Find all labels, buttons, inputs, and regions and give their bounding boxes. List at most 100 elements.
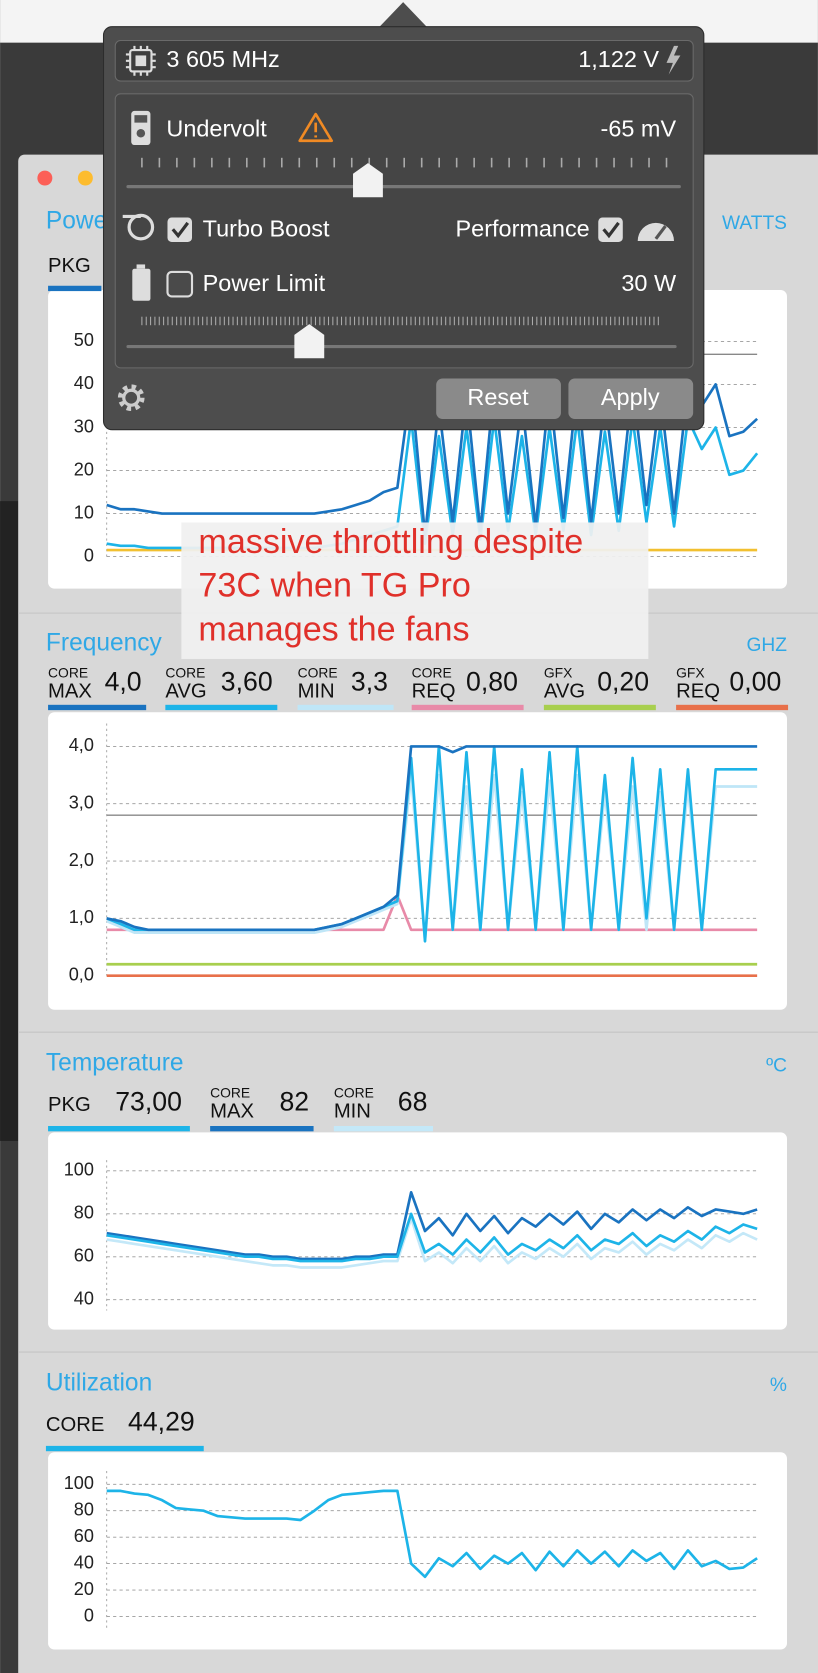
y-tick-label: 50 [74, 330, 94, 350]
readout-underline [333, 1125, 433, 1132]
y-tick-label: 20 [74, 1579, 94, 1599]
meter-screen [134, 115, 148, 123]
y-tick-label: 60 [74, 1526, 94, 1546]
y-tick-label: 80 [74, 1203, 94, 1223]
undervolt-slider[interactable] [353, 163, 383, 198]
gauge-icon [637, 222, 674, 241]
close-button[interactable] [37, 170, 53, 186]
readout-label-top: CORE [165, 665, 205, 681]
turbo-label: Turbo Boost [203, 216, 330, 242]
power-limit-value: 30 W [621, 270, 677, 296]
y-tick-label: 2,0 [69, 850, 94, 870]
performance-label: Performance [456, 216, 590, 242]
y-tick-label: 80 [74, 1499, 94, 1519]
minimize-button[interactable] [77, 170, 93, 186]
readout-underline [165, 704, 278, 711]
power-limit-label: Power Limit [203, 270, 326, 296]
gauge-needle [654, 225, 667, 240]
readout-underline [48, 1125, 190, 1132]
panel-unit: GHZ [746, 635, 787, 656]
readout-label-top: CORE [298, 665, 338, 681]
gear-ring [122, 388, 141, 407]
panel-unit: WATTS [722, 213, 787, 234]
readout-value: 0,00 [729, 667, 781, 697]
readout-underline [45, 1445, 204, 1452]
panel-title: Temperature [46, 1050, 184, 1077]
y-tick-label: 0,0 [69, 964, 94, 984]
readout-label: CORE [46, 1414, 105, 1436]
settings-frame [114, 93, 694, 369]
readout-underline [411, 704, 524, 711]
background-image [0, 501, 19, 1141]
y-tick-label: 60 [74, 1246, 94, 1266]
readout-label-bottom: MIN [334, 1100, 371, 1122]
annotation-box [181, 522, 649, 659]
readout-underline [543, 704, 656, 711]
readout-label-top: CORE [48, 665, 88, 681]
popover-arrow [378, 2, 428, 28]
y-tick-label: 0 [84, 1605, 94, 1625]
readout-label-top: CORE [210, 1085, 250, 1101]
battery-tip [136, 264, 146, 269]
cpu-pins [125, 45, 156, 76]
readout-label-top: CORE [334, 1085, 374, 1101]
readout-label-bottom: MIN [298, 680, 335, 702]
readout-label-bottom: AVG [165, 680, 206, 702]
y-tick-label: 40 [74, 1552, 94, 1572]
turbo-icon [122, 213, 155, 241]
y-tick-label: 40 [74, 373, 94, 393]
frequency: 3 605 MHz [166, 46, 279, 72]
slider-ticks [141, 157, 668, 168]
y-tick-label: 4,0 [69, 735, 94, 755]
readout-label-top: CORE [412, 665, 452, 681]
annotation-line: manages the fans [198, 610, 469, 648]
annotation-line: 73C when TG Pro [198, 567, 470, 605]
settings-button[interactable] [117, 384, 145, 412]
readout-value: 82 [279, 1087, 309, 1117]
series-line [106, 383, 759, 537]
series-line [106, 1212, 758, 1263]
readout-label-bottom: AVG [544, 680, 585, 702]
meter-dial [136, 129, 146, 138]
readout-underline [676, 704, 789, 711]
readout-label-bottom: MAX [210, 1100, 254, 1122]
y-tick-label: 20 [74, 459, 94, 479]
readout-value: 0,20 [597, 667, 649, 697]
power-limit-slider[interactable] [294, 324, 325, 359]
readout-value: 44,29 [128, 1407, 195, 1437]
readout-label: PKG [48, 255, 91, 277]
reset-button[interactable] [436, 378, 561, 420]
annotation-line: massive throttling despite [198, 523, 583, 561]
readout-label: PKG [48, 1094, 91, 1116]
readout-value: 4,0 [105, 667, 142, 697]
readout-underline [48, 285, 102, 292]
checkmark [602, 221, 620, 239]
series-line [106, 1190, 758, 1261]
power-limit-checkbox[interactable] [166, 270, 194, 298]
apply-label: Apply [601, 384, 660, 410]
readout-value: 3,60 [221, 667, 273, 697]
popover: 3 605 MHz 1,122 V Undervolt -65 mV Turbo… [102, 2, 705, 431]
meter-icon [131, 110, 151, 146]
cpu-core [135, 55, 147, 67]
readout-label-bottom: REQ [676, 680, 720, 702]
turbo-checkbox[interactable] [167, 217, 193, 243]
apply-button[interactable] [568, 378, 694, 420]
series-line [106, 1216, 758, 1269]
panel-unit: ºC [766, 1055, 787, 1076]
slider-ticks [141, 316, 659, 326]
readout-value: 73,00 [115, 1087, 182, 1117]
y-tick-label: 100 [64, 1473, 94, 1493]
cpu-icon [125, 45, 156, 76]
series-line [106, 1489, 758, 1579]
panel-title: Utilization [46, 1370, 152, 1397]
battery-body [132, 268, 151, 301]
readout-value: 0,80 [466, 667, 518, 697]
readout-value: 68 [398, 1087, 428, 1117]
performance-checkbox[interactable] [598, 217, 623, 243]
readout-label-bottom: REQ [412, 680, 456, 702]
annotation: massive throttling despite 73C when TG P… [181, 522, 649, 659]
series-line [106, 745, 758, 932]
